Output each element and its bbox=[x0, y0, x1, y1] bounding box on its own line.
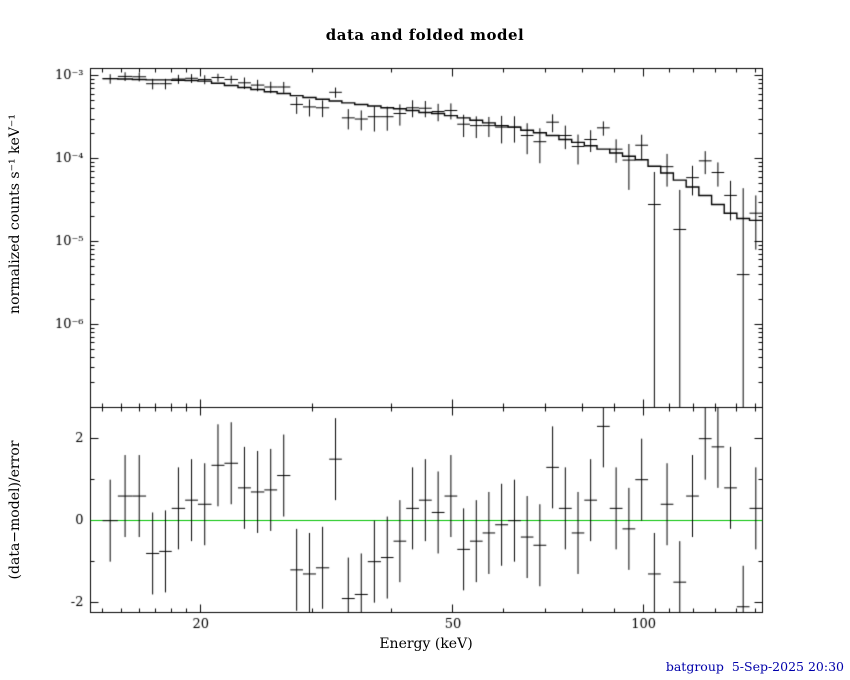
chart-title: data and folded model bbox=[325, 26, 525, 44]
y-axis-label-top: normalized counts s⁻¹ keV⁻¹ bbox=[7, 114, 23, 314]
y-axis-label-bottom: (data−model)/error bbox=[7, 440, 23, 580]
x-axis-label: Energy (keV) bbox=[379, 636, 473, 652]
footer-stamp: batgroup 5-Sep-2025 20:30 bbox=[665, 659, 844, 674]
